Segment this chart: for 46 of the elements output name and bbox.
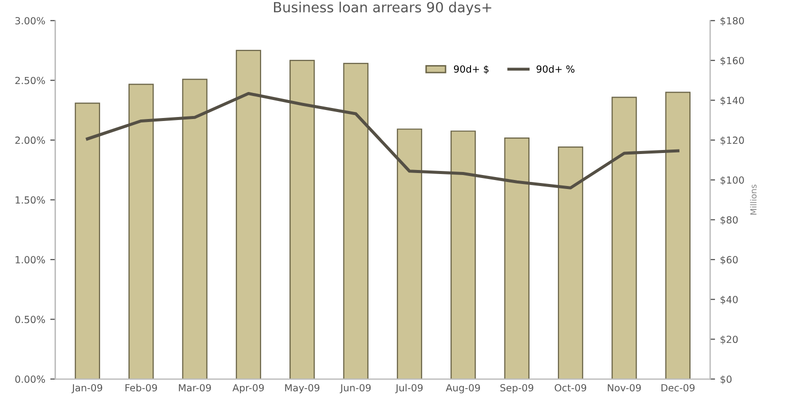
y2-tick-label: $120	[720, 136, 744, 146]
x-tick-label: Nov-09	[608, 384, 641, 392]
bar	[558, 146, 584, 380]
bar	[343, 62, 368, 380]
y-tick-label: 0.50%	[15, 316, 45, 324]
y2-tick-label: $180	[720, 16, 744, 26]
x-tick-label: Aug-09	[446, 384, 480, 394]
x-tick-label: Jan-09	[72, 384, 102, 394]
y-tick-label: 2.00%	[15, 136, 45, 144]
y-tick-label: 1.50%	[16, 196, 45, 204]
bar	[450, 130, 476, 380]
y-tick-label: 1.00%	[16, 256, 45, 264]
y-tick-label: 2.50%	[15, 76, 45, 84]
y-tick-label: 0.00%	[15, 376, 45, 383]
x-tick-label: Jun-09	[340, 384, 371, 394]
x-tick-label: Dec-09	[662, 384, 695, 392]
y2-axis-title: Millions	[750, 184, 757, 215]
bar	[290, 60, 315, 380]
bar	[665, 92, 691, 380]
y2-tick-label: $80	[720, 216, 738, 225]
x-tick-label: Jul-09	[395, 384, 423, 394]
y2-tick-label: $60	[720, 256, 738, 265]
x-tick-label: May-09	[285, 384, 320, 394]
bar	[182, 78, 208, 380]
y2-tick-label: $40	[720, 296, 738, 305]
bar	[504, 138, 530, 380]
bar	[128, 84, 154, 380]
y2-tick-label: $20	[720, 336, 738, 344]
x-tick-label: Feb-09	[126, 384, 157, 392]
legend-label: 90d+ %	[536, 65, 574, 73]
y2-tick-label: $140	[720, 96, 744, 106]
y2-tick-label: $0	[720, 375, 732, 384]
bar	[396, 128, 422, 380]
legend-label: 90d+ $	[454, 65, 488, 74]
bar	[612, 96, 637, 380]
x-tick-label: Oct-09	[554, 384, 586, 392]
x-tick-label: Sep-09	[500, 384, 534, 394]
y2-tick-label: $100	[720, 176, 744, 186]
line-series	[86, 92, 680, 190]
bar	[74, 102, 100, 380]
bar	[236, 50, 262, 380]
y-tick-label: 3.00%	[15, 17, 45, 24]
x-tick-label: Mar-09	[178, 384, 211, 392]
y2-tick-label: $160	[720, 56, 744, 66]
chart-title: Business loan arrears 90 days+	[274, 2, 492, 16]
x-tick-label: Apr-09	[232, 384, 264, 394]
